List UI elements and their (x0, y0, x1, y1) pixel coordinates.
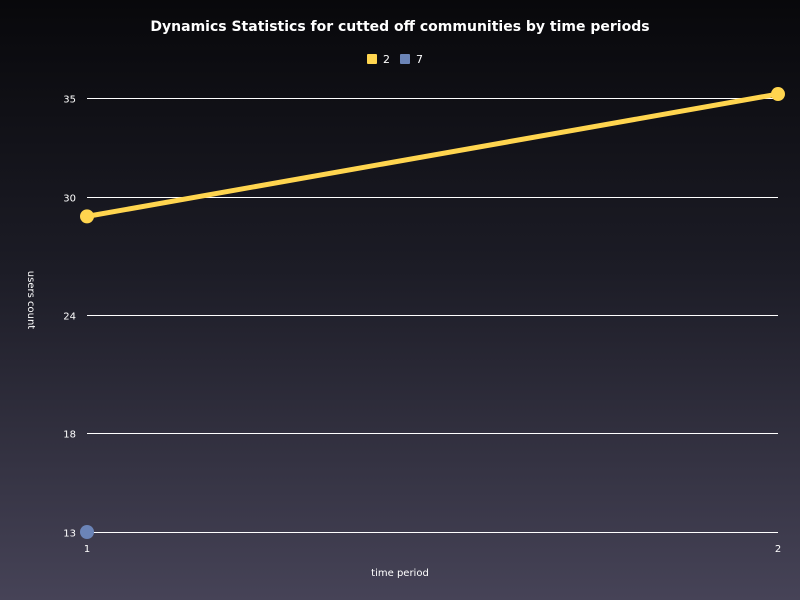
data-point-series-2 (771, 87, 785, 102)
legend-swatch-7 (400, 54, 410, 64)
y-axis-ticks: 13 18 24 30 35 (63, 95, 76, 540)
series-line-2 (84, 91, 781, 219)
chart-title: Dynamics Statistics for cutted off commu… (150, 19, 649, 35)
y-tick-label: 18 (63, 430, 76, 441)
gridlines (87, 98, 778, 533)
legend-label: 2 (383, 53, 390, 66)
y-tick-label: 24 (63, 312, 76, 323)
x-tick-label: 2 (775, 544, 781, 555)
series-layer (80, 87, 785, 539)
y-axis-label: users count (25, 271, 36, 329)
legend-label: 7 (416, 53, 423, 66)
y-tick-label: 35 (63, 95, 76, 106)
legend-swatch-2 (367, 54, 377, 64)
data-point-series-7 (80, 525, 94, 539)
x-tick-label: 1 (84, 544, 90, 555)
x-axis-label: time period (371, 568, 429, 579)
y-tick-label: 13 (63, 529, 76, 540)
y-tick-label: 30 (63, 194, 76, 205)
data-point-series-2 (80, 209, 94, 224)
